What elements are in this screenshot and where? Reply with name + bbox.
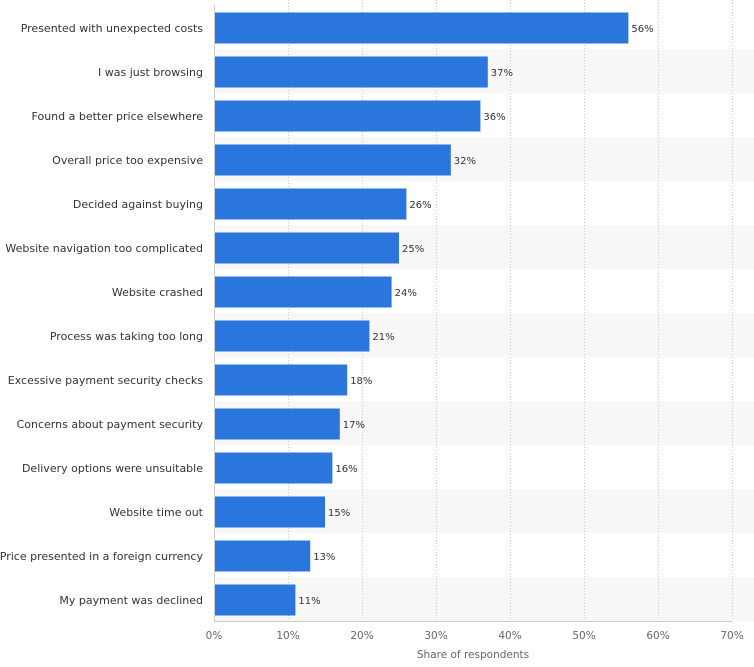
value-label: 11% [298,596,320,607]
x-axis-title: Share of respondents [417,649,529,661]
bar[interactable] [214,584,296,616]
category-label: Found a better price elsewhere [32,110,204,123]
category-label: Delivery options were unsuitable [22,462,203,475]
category-label: Website navigation too complicated [5,242,203,255]
category-label: Concerns about payment security [17,418,204,431]
bar[interactable] [214,320,370,352]
category-label: Overall price too expensive [52,154,203,167]
bar[interactable] [214,12,629,44]
bar[interactable] [214,408,340,440]
bar[interactable] [214,56,488,88]
bar[interactable] [214,364,348,396]
value-label: 24% [395,288,417,299]
x-tick-label: 20% [350,630,373,642]
x-tick-label: 50% [572,630,595,642]
value-label: 25% [402,244,424,255]
x-tick-label: 30% [424,630,447,642]
category-label: Price presented in a foreign currency [0,550,203,563]
value-label: 36% [483,112,505,123]
value-label: 37% [491,68,513,79]
bar[interactable] [214,100,481,132]
bars [214,12,629,616]
bar[interactable] [214,188,407,220]
category-label: Website crashed [112,286,203,299]
category-label: Process was taking too long [50,330,203,343]
x-tick-label: 10% [276,630,299,642]
value-label: 21% [372,332,394,343]
bar[interactable] [214,276,392,308]
bar[interactable] [214,144,451,176]
x-tick-label: 0% [206,630,223,642]
row-band [214,577,754,621]
value-label: 18% [350,376,372,387]
bar[interactable] [214,452,333,484]
x-tick-label: 40% [498,630,521,642]
value-label: 56% [631,24,653,35]
x-axis: 0% 10% 20% 30% 40% 50% 60% 70% [206,5,744,642]
value-labels: 56% 37% 36% 32% 26% 25% 24% 21% 18% 17% 16% 15% 13% 1… [298,24,653,607]
category-label: Decided against buying [73,198,203,211]
value-label: 16% [335,464,357,475]
category-label: Excessive payment security checks [8,374,203,387]
value-label: 17% [343,420,365,431]
category-label: I was just browsing [98,66,203,79]
value-label: 32% [454,156,476,167]
category-labels: Presented with unexpected costs I was jus… [0,22,204,607]
bar[interactable] [214,540,311,572]
bar[interactable] [214,496,325,528]
value-label: 26% [409,200,431,211]
x-tick-label: 70% [720,630,743,642]
x-tick-label: 60% [646,630,669,642]
category-label: Website time out [109,506,203,519]
category-label: My payment was declined [59,594,203,607]
value-label: 13% [313,552,335,563]
value-label: 15% [328,508,350,519]
category-label: Presented with unexpected costs [21,22,204,35]
bar[interactable] [214,232,399,264]
